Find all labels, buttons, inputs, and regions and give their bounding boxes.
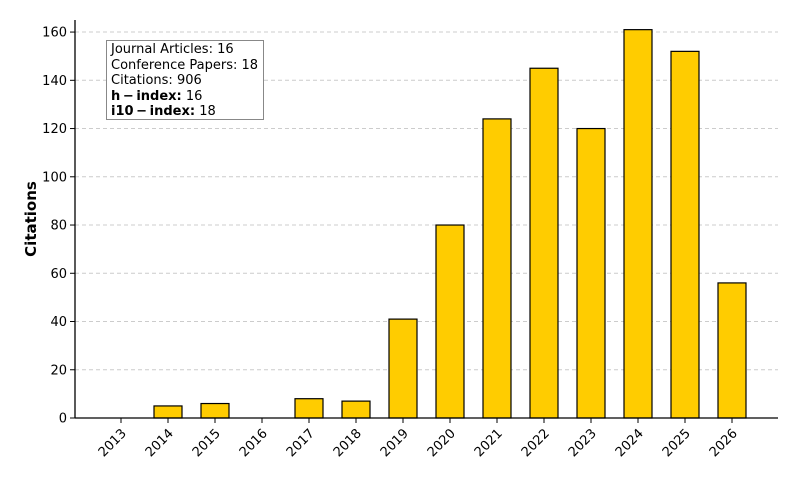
grid-lines <box>75 31 778 371</box>
y-ticks: 0 20 40 60 80 100 120 140 160 <box>42 26 75 427</box>
x-tick-label: 2024 <box>613 426 647 460</box>
y-tick-label: 40 <box>50 315 67 330</box>
citations-stat: Citations: 906 <box>111 73 202 88</box>
y-tick-label: 160 <box>42 26 67 41</box>
y-tick-label: 0 <box>59 412 67 427</box>
x-tick-label: 2018 <box>331 426 365 460</box>
h-index-value: 16 <box>185 88 203 104</box>
bar <box>294 398 324 419</box>
bar <box>576 127 606 419</box>
bar <box>435 224 465 419</box>
h-index-label: h − index: <box>111 88 182 104</box>
x-tick-label: 2020 <box>425 426 459 460</box>
y-tick-label: 20 <box>50 363 67 378</box>
x-tick-label: 2013 <box>96 426 130 460</box>
bar <box>388 318 418 419</box>
bar <box>153 405 183 419</box>
bar <box>482 118 512 419</box>
y-tick-label: 140 <box>42 74 67 89</box>
x-tick-label: 2019 <box>378 426 412 460</box>
x-tick-label: 2021 <box>472 426 506 460</box>
bars-group <box>153 29 747 419</box>
x-tick-label: 2023 <box>566 426 600 460</box>
x-ticks: 2013 2014 2015 2016 2017 2018 2019 2020 2021 2022… <box>96 418 741 460</box>
y-tick-label: 60 <box>50 267 67 282</box>
x-tick-label: 2014 <box>143 426 177 460</box>
bar <box>200 402 230 419</box>
y-tick-label: 100 <box>42 170 67 185</box>
bar <box>717 282 747 419</box>
axes <box>74 20 778 419</box>
bar <box>341 400 371 419</box>
y-tick-label: 80 <box>50 219 67 234</box>
x-tick-label: 2025 <box>660 426 694 460</box>
journal-articles-stat: Journal Articles: 16 <box>111 42 234 57</box>
conference-papers-stat: Conference Papers: 18 <box>111 57 259 73</box>
x-tick-label: 2022 <box>519 426 553 460</box>
bar <box>623 29 653 419</box>
y-tick-label: 120 <box>42 122 67 137</box>
i10-index-label: i10 − index: <box>111 104 196 119</box>
y-axis-label: Citations <box>22 181 40 257</box>
h-index-stat: h − index: 16 <box>111 89 259 105</box>
x-tick-label: 2017 <box>284 426 318 460</box>
bar <box>529 67 559 419</box>
bar <box>670 50 700 419</box>
x-tick-label: 2015 <box>190 426 224 460</box>
i10-index-stat: i10 − index: 18 <box>111 104 259 120</box>
x-tick-label: 2026 <box>707 426 741 460</box>
i10-index-value: 18 <box>199 104 216 119</box>
stats-box: Journal Articles: 16 Conference Papers: … <box>106 40 264 120</box>
x-tick-label: 2016 <box>237 426 271 460</box>
